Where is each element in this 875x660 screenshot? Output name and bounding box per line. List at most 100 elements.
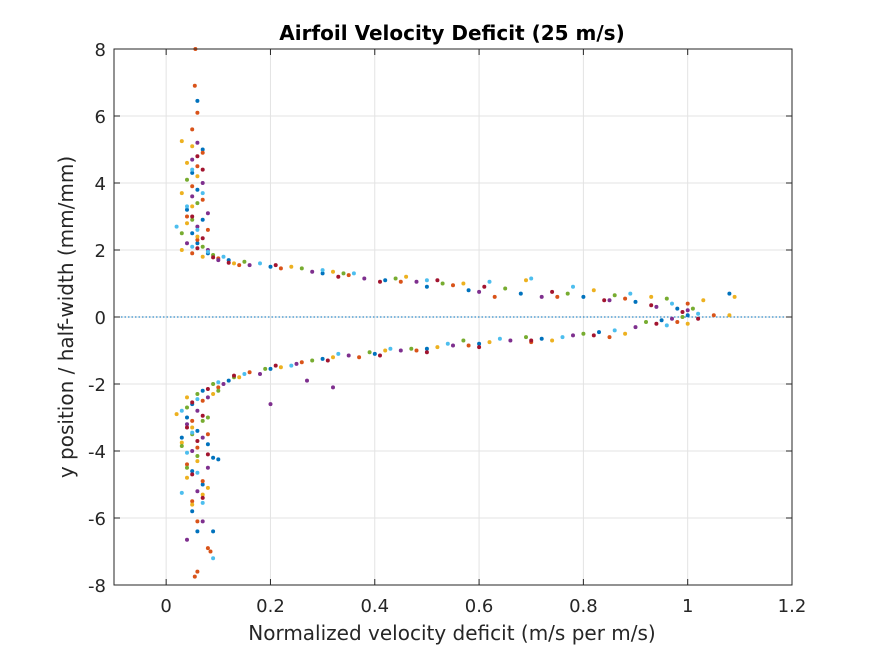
data-point <box>278 266 283 271</box>
data-point <box>190 499 195 504</box>
data-point <box>190 425 195 430</box>
data-point <box>268 366 273 371</box>
data-point <box>685 313 690 318</box>
data-point <box>211 255 216 260</box>
data-point <box>675 320 680 324</box>
data-point <box>487 340 492 345</box>
data-point <box>623 331 628 336</box>
data-point <box>185 537 189 542</box>
data-point <box>518 291 523 296</box>
y-tick-label: 2 <box>95 241 106 262</box>
data-point <box>435 345 440 350</box>
data-point <box>383 348 388 353</box>
data-point <box>205 387 210 391</box>
data-point <box>331 269 335 274</box>
data-point <box>305 378 309 383</box>
data-point <box>190 167 195 172</box>
data-point <box>445 341 450 346</box>
data-point <box>539 336 544 341</box>
data-point <box>179 435 184 440</box>
data-point <box>192 83 197 88</box>
data-point <box>524 278 528 283</box>
data-point <box>195 445 200 450</box>
data-point <box>205 415 210 420</box>
y-tick-label: -8 <box>88 576 106 597</box>
data-point <box>550 338 555 343</box>
y-tick-label: 8 <box>95 40 106 61</box>
data-point <box>205 211 210 216</box>
data-point <box>289 264 294 269</box>
data-point <box>560 335 565 340</box>
data-point <box>237 375 242 380</box>
data-point <box>185 475 189 480</box>
data-point <box>200 181 205 185</box>
data-point <box>581 294 586 299</box>
data-point <box>351 271 356 276</box>
data-point <box>200 167 205 172</box>
data-point <box>393 276 398 281</box>
data-point <box>597 330 601 335</box>
data-point <box>200 254 205 259</box>
data-point <box>466 288 471 293</box>
data-point <box>299 266 304 271</box>
data-point <box>200 479 205 484</box>
data-point <box>190 472 195 477</box>
data-point <box>451 283 455 288</box>
data-point <box>320 268 325 273</box>
data-point <box>190 217 195 222</box>
data-point <box>195 569 200 574</box>
data-point <box>208 549 213 554</box>
data-point <box>185 221 189 226</box>
data-point <box>205 227 210 232</box>
data-point <box>341 271 346 276</box>
data-point <box>346 273 351 278</box>
data-points <box>174 47 737 579</box>
data-point <box>685 308 690 313</box>
data-point <box>200 236 205 241</box>
data-point <box>461 281 466 286</box>
data-point <box>711 313 716 318</box>
data-point <box>336 274 341 279</box>
data-point <box>362 276 367 281</box>
data-point <box>190 418 195 423</box>
data-point <box>477 341 482 346</box>
data-point <box>727 313 732 318</box>
data-point <box>273 363 278 368</box>
data-point <box>190 127 195 132</box>
data-point <box>195 187 200 192</box>
data-point <box>179 408 184 413</box>
data-point <box>205 465 210 470</box>
data-point <box>232 373 236 378</box>
data-point <box>195 397 200 402</box>
data-point <box>320 271 325 276</box>
data-point <box>185 204 189 209</box>
data-point <box>190 144 195 149</box>
data-point <box>216 388 221 393</box>
y-tick-label: 6 <box>95 107 106 128</box>
data-point <box>571 333 575 338</box>
data-point <box>185 207 189 212</box>
data-point <box>571 284 575 289</box>
data-point <box>664 296 669 301</box>
y-tick-label: -6 <box>88 509 106 530</box>
data-point <box>190 449 195 453</box>
data-point <box>200 244 205 249</box>
data-point <box>205 452 210 457</box>
x-tick-label: 0.6 <box>465 596 494 617</box>
data-point <box>664 323 669 328</box>
data-point <box>727 291 732 296</box>
data-point <box>503 286 508 291</box>
data-point <box>185 462 189 467</box>
data-point <box>205 442 210 447</box>
data-point <box>179 248 184 252</box>
data-point <box>195 529 200 534</box>
data-point <box>185 395 189 400</box>
data-point <box>190 204 195 209</box>
data-point <box>190 157 195 162</box>
data-point <box>675 306 680 311</box>
data-point <box>685 301 690 306</box>
data-point <box>633 299 638 304</box>
data-point <box>372 351 377 356</box>
data-point <box>205 485 210 490</box>
